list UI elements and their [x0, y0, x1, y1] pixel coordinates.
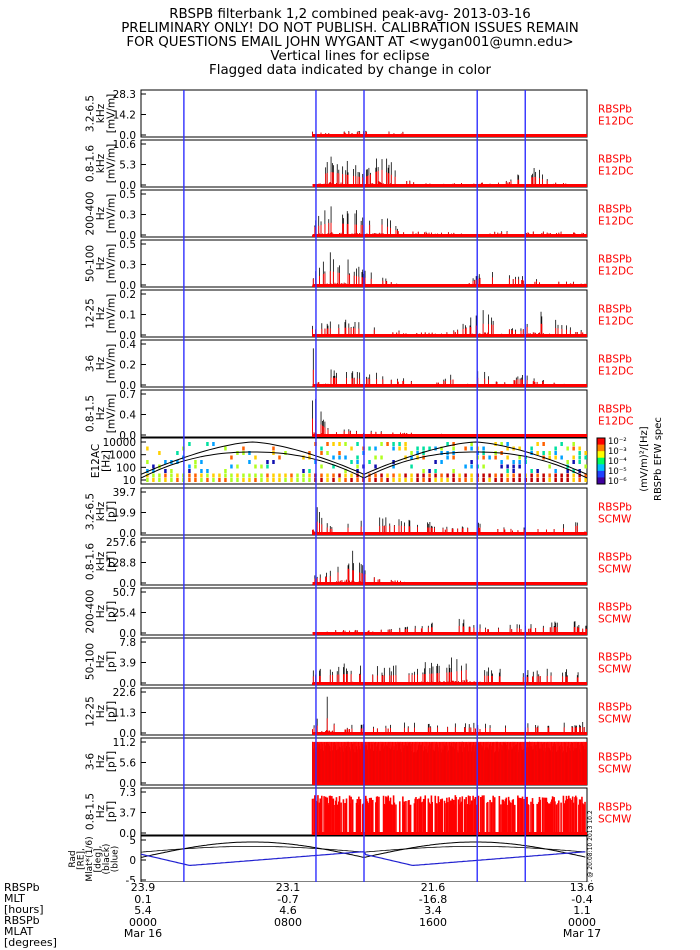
y-axis-label: Hz	[95, 356, 107, 370]
y-tick-label: 0.2	[119, 289, 136, 301]
y-axis-label: 0.8-1.5	[85, 395, 97, 432]
y-axis-label: 0.8-1.6	[85, 145, 97, 183]
y-axis-label: Hz	[95, 256, 107, 270]
y-axis-label: [mV/m]	[106, 344, 118, 383]
y-tick-label: 0.0	[119, 180, 136, 192]
y-axis-label: [mV/m]	[106, 144, 118, 183]
header-note-eclipse: Vertical lines for eclipse	[270, 49, 430, 64]
y-axis-label: 3.2-6.5	[85, 95, 97, 132]
panel-tag-instrument: RBSPb	[598, 404, 632, 416]
y-axis-label: [mV/m]	[106, 394, 118, 433]
panel-tag-channel: E12DC	[598, 266, 633, 278]
y-tick-label: 28.3	[113, 89, 136, 101]
y-tick-label: 0.4	[119, 410, 136, 422]
panel-tag-channel: E12DC	[598, 366, 633, 378]
figure-header: RBSPB filterbank 1,2 combined peak-avg- …	[0, 8, 700, 78]
y-axis-label: [mV/m]	[106, 294, 118, 333]
y-tick-label: 0.7	[119, 389, 136, 401]
y-tick-label: 0.0	[119, 280, 136, 292]
y-tick-label: 0.3	[119, 260, 136, 272]
y-tick-label: 0.0	[119, 130, 136, 142]
y-tick-label: 0.3	[119, 210, 136, 222]
y-tick-label: 10.6	[113, 139, 137, 151]
flagged-data	[312, 131, 588, 137]
y-axis-label: Hz	[95, 206, 107, 220]
y-axis-label: Hz	[95, 406, 107, 420]
y-axis-label: kHz	[95, 103, 107, 123]
y-axis-label: [mV/m]	[106, 94, 118, 133]
y-tick-label: 0.0	[119, 380, 136, 392]
panel-tag-instrument: RBSPb	[598, 154, 632, 166]
header-note-flag: Flagged data indicated by change in colo…	[209, 63, 491, 78]
header-title: RBSPB filterbank 1,2 combined peak-avg- …	[169, 7, 531, 22]
panel-tag-channel: E12DC	[598, 316, 633, 328]
y-tick-label: 0.0	[119, 330, 136, 342]
flagged-data	[312, 369, 588, 387]
y-tick-label: 0.5	[119, 239, 136, 251]
y-tick-label: 0.4	[119, 339, 136, 351]
y-axis-label: 12-25	[85, 298, 97, 329]
panel-tag-instrument: RBSPb	[598, 204, 632, 216]
y-tick-label: 0.1	[119, 310, 136, 322]
panel-tag-instrument: RBSPb	[598, 104, 632, 116]
y-tick-label: 0.0	[119, 430, 136, 442]
y-axis-label: [mV/m]	[106, 194, 118, 233]
y-axis-label: 200-400	[85, 192, 97, 236]
y-tick-label: 0.5	[119, 189, 136, 201]
y-tick-label: 5.3	[119, 160, 136, 172]
panel-tag-instrument: RBSPb	[598, 304, 632, 316]
panel-tag-channel: E12DC	[598, 216, 633, 228]
y-tick-label: 14.2	[113, 110, 136, 122]
y-axis-label: 50-100	[85, 245, 97, 282]
flagged-data	[312, 169, 588, 187]
filterbank-plot: 3.2-6.5kHz[mV/m]28.314.20.0RBSPbE12DC0.8…	[68, 89, 664, 882]
panel-tag-channel: E12DC	[598, 116, 633, 128]
y-axis-label: [mV/m]	[106, 244, 118, 283]
flagged-data	[312, 323, 588, 337]
flagged-data	[312, 222, 588, 237]
panel-tag-instrument: RBSPb	[598, 354, 632, 366]
panel-tag-channel: E12DC	[598, 166, 633, 178]
y-axis-label: Hz	[95, 306, 107, 320]
y-tick-label: 0.2	[119, 360, 136, 372]
y-tick-label: 0.0	[119, 230, 136, 242]
y-axis-label: 3-6	[85, 355, 97, 372]
y-axis-label: kHz	[95, 153, 107, 173]
header-warning: PRELIMINARY ONLY! DO NOT PUBLISH. CALIBR…	[121, 21, 579, 36]
panel-tag-instrument: RBSPb	[598, 254, 632, 266]
header-contact: FOR QUESTIONS EMAIL JOHN WYGANT AT <wyga…	[126, 35, 574, 50]
panel-tag-channel: E12DC	[598, 416, 633, 428]
